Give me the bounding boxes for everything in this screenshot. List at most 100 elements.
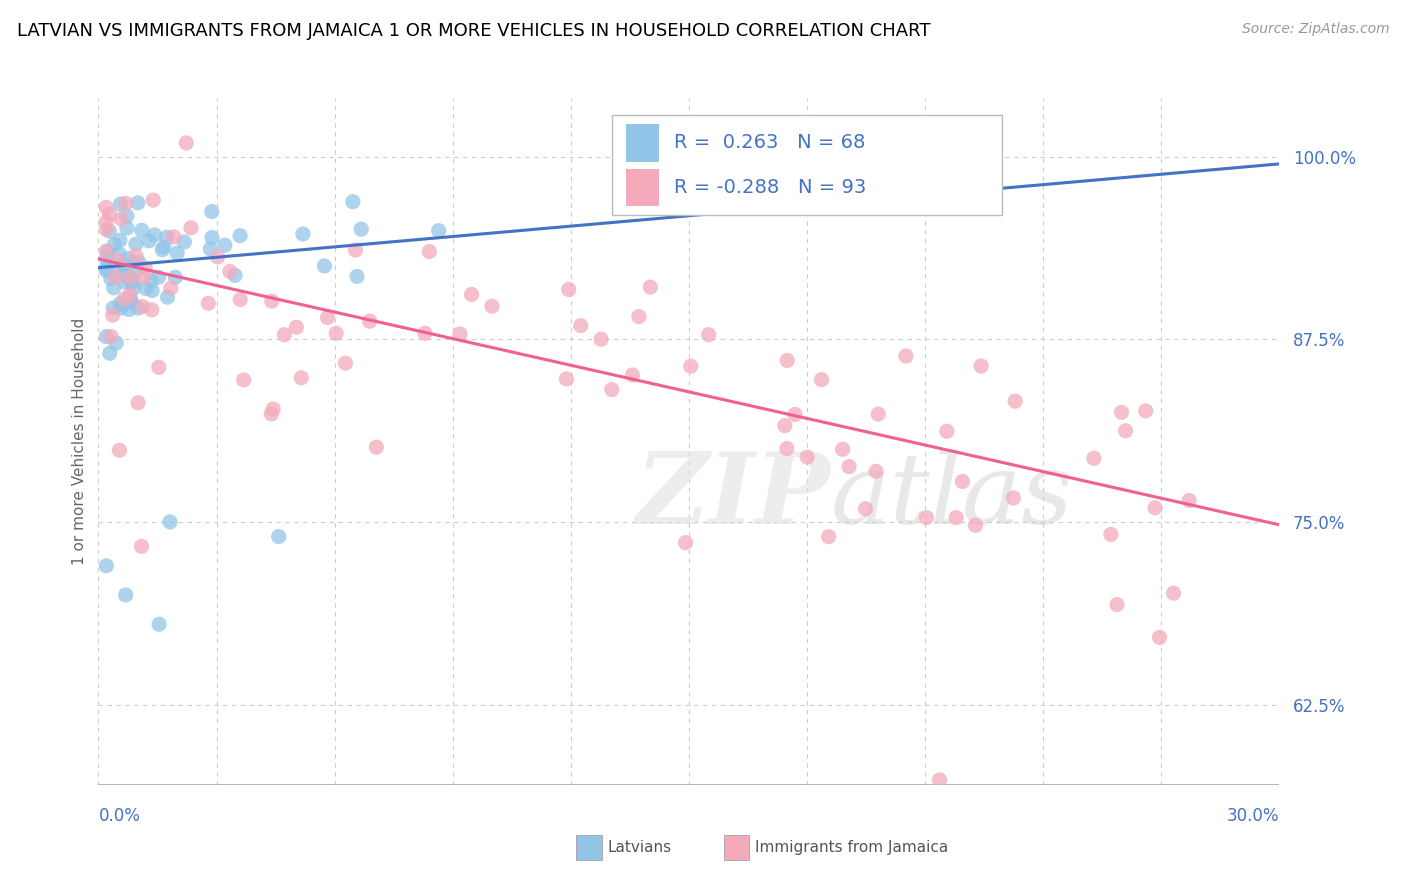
Point xyxy=(214,238,236,252)
Point xyxy=(314,259,336,273)
Text: atlas: atlas xyxy=(831,449,1073,544)
Point xyxy=(853,501,876,516)
Point xyxy=(160,281,183,295)
Point xyxy=(98,346,121,360)
FancyBboxPatch shape xyxy=(626,169,659,206)
Point xyxy=(342,194,364,209)
Point xyxy=(156,230,179,244)
Point xyxy=(131,540,153,554)
Point xyxy=(1099,527,1122,541)
Point xyxy=(418,244,440,259)
Point xyxy=(557,283,579,297)
Point xyxy=(555,372,578,386)
Point xyxy=(138,234,160,248)
Point xyxy=(952,475,974,489)
Point xyxy=(970,359,993,373)
Point xyxy=(894,349,917,363)
Point xyxy=(98,207,121,221)
Point xyxy=(621,368,644,382)
Point xyxy=(96,214,118,228)
Point xyxy=(108,246,131,260)
Point xyxy=(838,459,860,474)
Point xyxy=(173,235,195,249)
Point xyxy=(135,281,157,295)
Point xyxy=(868,407,890,421)
Point xyxy=(675,535,697,549)
Point xyxy=(105,336,128,351)
Point xyxy=(262,401,284,416)
Text: Immigrants from Jamaica: Immigrants from Jamaica xyxy=(755,840,948,855)
Point xyxy=(928,772,950,787)
Point xyxy=(965,518,987,533)
Point xyxy=(945,510,967,524)
Point xyxy=(273,327,295,342)
Point xyxy=(197,296,219,310)
Point xyxy=(125,249,148,263)
Point xyxy=(98,224,121,238)
Point xyxy=(108,443,131,458)
Point xyxy=(141,284,163,298)
Point xyxy=(148,617,170,632)
Point xyxy=(118,302,141,317)
Point xyxy=(96,222,118,236)
Point xyxy=(290,370,312,384)
Point xyxy=(1149,631,1171,645)
Point xyxy=(103,301,125,315)
Point xyxy=(117,269,139,284)
Point xyxy=(359,314,381,328)
Point xyxy=(600,383,623,397)
Point xyxy=(285,320,308,334)
Point xyxy=(114,275,136,289)
Point xyxy=(316,310,339,325)
Point xyxy=(413,326,436,341)
Point xyxy=(96,263,118,277)
Point xyxy=(165,270,187,285)
Point xyxy=(96,200,118,214)
Point xyxy=(148,270,170,285)
Point xyxy=(96,252,118,266)
Point xyxy=(174,136,197,150)
Point xyxy=(817,530,839,544)
Point xyxy=(108,233,131,247)
Point xyxy=(153,240,176,254)
Point xyxy=(115,209,138,223)
FancyBboxPatch shape xyxy=(626,124,659,161)
Point xyxy=(100,271,122,285)
Point xyxy=(107,253,129,268)
Point xyxy=(796,450,818,464)
Point xyxy=(122,281,145,295)
Point xyxy=(127,301,149,315)
Point xyxy=(96,329,118,343)
Point xyxy=(481,299,503,313)
Text: LATVIAN VS IMMIGRANTS FROM JAMAICA 1 OR MORE VEHICLES IN HOUSEHOLD CORRELATION C: LATVIAN VS IMMIGRANTS FROM JAMAICA 1 OR … xyxy=(17,22,931,40)
Point xyxy=(114,196,136,211)
Point xyxy=(224,268,246,283)
Point xyxy=(103,237,125,252)
Point xyxy=(935,424,957,438)
Point xyxy=(166,246,188,260)
Point xyxy=(201,230,224,244)
Point xyxy=(110,212,132,227)
Text: ZIP: ZIP xyxy=(636,449,831,545)
Point xyxy=(131,300,153,314)
Point xyxy=(114,588,136,602)
Text: Source: ZipAtlas.com: Source: ZipAtlas.com xyxy=(1241,22,1389,37)
Point xyxy=(260,294,283,309)
Point xyxy=(697,327,720,342)
Point xyxy=(260,407,283,421)
Point xyxy=(180,220,202,235)
Point xyxy=(783,408,806,422)
Point xyxy=(127,396,149,410)
Point xyxy=(141,302,163,317)
Point xyxy=(1178,493,1201,508)
Point xyxy=(110,197,132,211)
Point xyxy=(115,221,138,235)
Point xyxy=(1115,424,1137,438)
Point xyxy=(810,373,832,387)
Point xyxy=(96,558,118,573)
Point xyxy=(776,442,799,456)
FancyBboxPatch shape xyxy=(612,115,1002,215)
Point xyxy=(117,252,139,266)
Point xyxy=(1002,491,1025,505)
Point xyxy=(291,227,314,241)
